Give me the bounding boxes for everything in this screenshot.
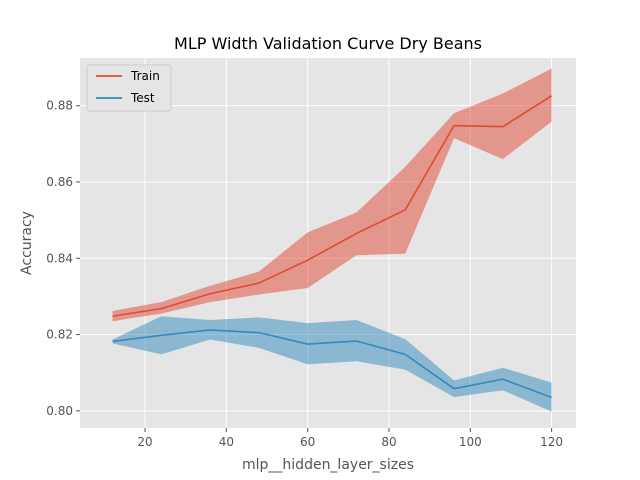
y-axis-label: Accuracy: [19, 211, 35, 275]
y-axis-ticks: 0.80 0.82 0.84 0.86 0.88: [46, 99, 80, 418]
confidence-bands: [112, 68, 552, 412]
train-mean-line: [112, 95, 553, 318]
x-tick-label: 120: [540, 435, 563, 449]
y-tick-label: 0.84: [46, 251, 73, 265]
x-tick-label: 20: [137, 435, 152, 449]
train-std-band: [112, 68, 552, 322]
chart-title: MLP Width Validation Curve Dry Beans: [174, 34, 482, 53]
legend-label-train: Train: [130, 69, 160, 83]
legend: Train Test: [86, 64, 172, 112]
y-tick-label: 0.82: [46, 328, 73, 342]
x-tick-label: 60: [300, 435, 315, 449]
x-tick-label: 80: [381, 435, 396, 449]
x-tick-label: 40: [219, 435, 234, 449]
x-axis-ticks: 20 40 60 80 100 120: [137, 428, 563, 449]
x-tick-label: 100: [459, 435, 482, 449]
legend-label-test: Test: [130, 91, 155, 105]
y-tick-label: 0.88: [46, 99, 73, 113]
test-std-band: [112, 316, 552, 412]
x-axis-label: mlp__hidden_layer_sizes: [242, 457, 414, 473]
y-tick-label: 0.80: [46, 404, 73, 418]
series-lines: [112, 95, 553, 399]
test-mean-line: [112, 329, 552, 399]
y-tick-label: 0.86: [46, 175, 73, 189]
